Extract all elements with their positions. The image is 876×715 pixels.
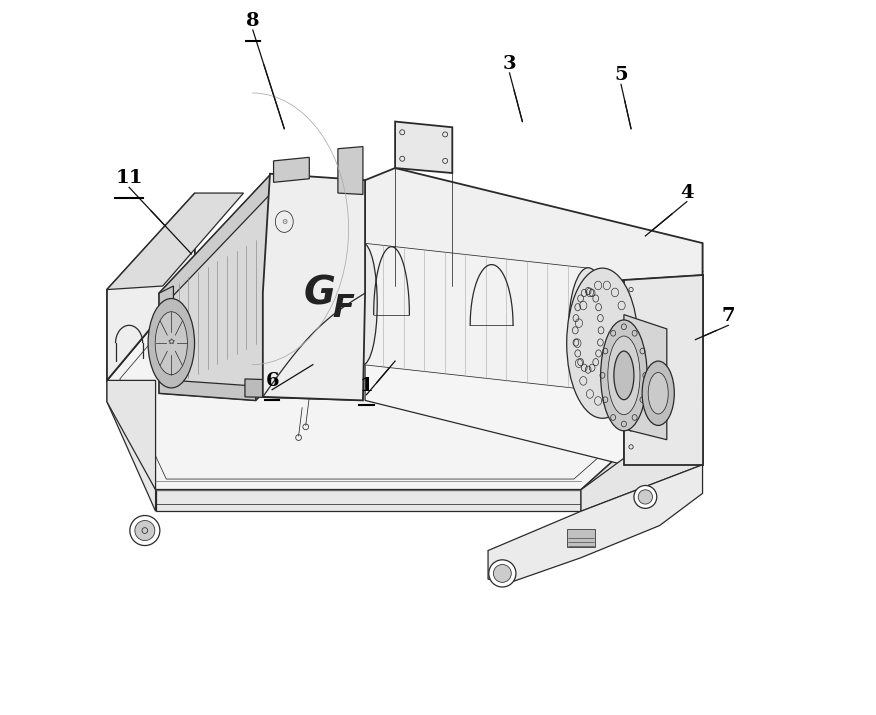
Text: ⚙: ⚙ — [281, 219, 287, 225]
Text: 7: 7 — [722, 307, 735, 325]
Text: 1: 1 — [360, 377, 373, 395]
Polygon shape — [624, 243, 703, 280]
Polygon shape — [107, 275, 703, 490]
Text: 4: 4 — [680, 184, 694, 202]
Ellipse shape — [567, 268, 639, 418]
Polygon shape — [338, 147, 363, 194]
Polygon shape — [624, 315, 667, 440]
Ellipse shape — [148, 299, 194, 388]
Text: 6: 6 — [265, 372, 279, 390]
Ellipse shape — [130, 516, 159, 546]
Ellipse shape — [634, 485, 657, 508]
Polygon shape — [624, 275, 703, 465]
Polygon shape — [159, 175, 363, 309]
Ellipse shape — [569, 268, 608, 393]
Polygon shape — [107, 380, 156, 511]
Polygon shape — [567, 529, 596, 547]
Ellipse shape — [489, 560, 516, 587]
Text: 11: 11 — [116, 169, 143, 187]
Polygon shape — [107, 380, 156, 490]
Text: F: F — [333, 293, 355, 325]
Polygon shape — [395, 122, 452, 173]
Polygon shape — [156, 490, 581, 511]
Polygon shape — [159, 175, 363, 400]
Ellipse shape — [608, 336, 640, 415]
Polygon shape — [581, 400, 703, 511]
Polygon shape — [273, 157, 309, 182]
Text: 5: 5 — [614, 66, 628, 84]
Ellipse shape — [155, 312, 187, 375]
Polygon shape — [624, 275, 703, 465]
Polygon shape — [263, 174, 365, 400]
Text: 8: 8 — [246, 12, 259, 30]
Ellipse shape — [493, 565, 512, 582]
Polygon shape — [107, 193, 244, 290]
Ellipse shape — [639, 490, 653, 504]
Ellipse shape — [601, 320, 647, 430]
Text: G: G — [304, 274, 336, 312]
Ellipse shape — [135, 521, 155, 541]
Polygon shape — [581, 380, 703, 511]
Polygon shape — [365, 261, 624, 465]
Polygon shape — [107, 193, 194, 380]
Ellipse shape — [614, 351, 634, 400]
Polygon shape — [159, 286, 256, 400]
Text: ✿: ✿ — [168, 337, 175, 345]
Ellipse shape — [642, 361, 675, 425]
Text: 3: 3 — [503, 55, 516, 73]
Ellipse shape — [349, 243, 378, 365]
Polygon shape — [363, 243, 588, 390]
Polygon shape — [245, 379, 363, 400]
Ellipse shape — [648, 373, 668, 414]
Polygon shape — [488, 465, 703, 583]
Polygon shape — [365, 168, 703, 280]
